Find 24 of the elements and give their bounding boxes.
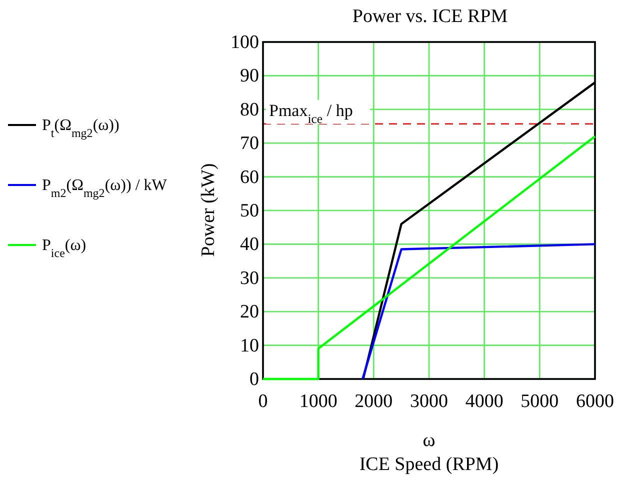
y-tick-label: 80 <box>240 99 259 120</box>
y-tick-label: 60 <box>240 166 259 188</box>
x-tick-label: 2000 <box>354 391 393 412</box>
legend-label: P$_{ice}$(ω) <box>42 237 86 260</box>
y-tick-label: 10 <box>240 335 259 356</box>
x-tick-label: 4000 <box>465 391 504 412</box>
y-tick-label: 50 <box>240 200 259 222</box>
y-tick-label: 100 <box>230 32 259 53</box>
y-axis-title: Power (kW) <box>198 163 219 257</box>
chart-title: Power vs. ICE RPM <box>352 6 508 27</box>
y-tick-label: 40 <box>240 234 259 256</box>
x-axis-title: ω ICE Speed (RPM) <box>359 430 499 475</box>
y-tick-label: 20 <box>240 302 259 323</box>
legend-label: P$_{t}$(Ω$_{mg2}$(ω)) <box>42 117 120 140</box>
x-tick-label: 3000 <box>410 391 448 412</box>
x-tick-label: 6000 <box>576 391 614 412</box>
y-tick-label: 70 <box>240 133 259 154</box>
x-tick-label: 1000 <box>299 391 338 412</box>
legend-label: P$_{m2}$(Ω$_{mg2}$(ω)) / kW <box>42 177 168 200</box>
y-tick-label: 90 <box>240 66 259 87</box>
y-tick-label: 0 <box>250 369 259 390</box>
x-tick-label: 5000 <box>520 391 559 412</box>
ref-line-label: Pmax$_{ice}$ / hp <box>269 100 353 126</box>
y-tick-label: 30 <box>240 268 259 289</box>
